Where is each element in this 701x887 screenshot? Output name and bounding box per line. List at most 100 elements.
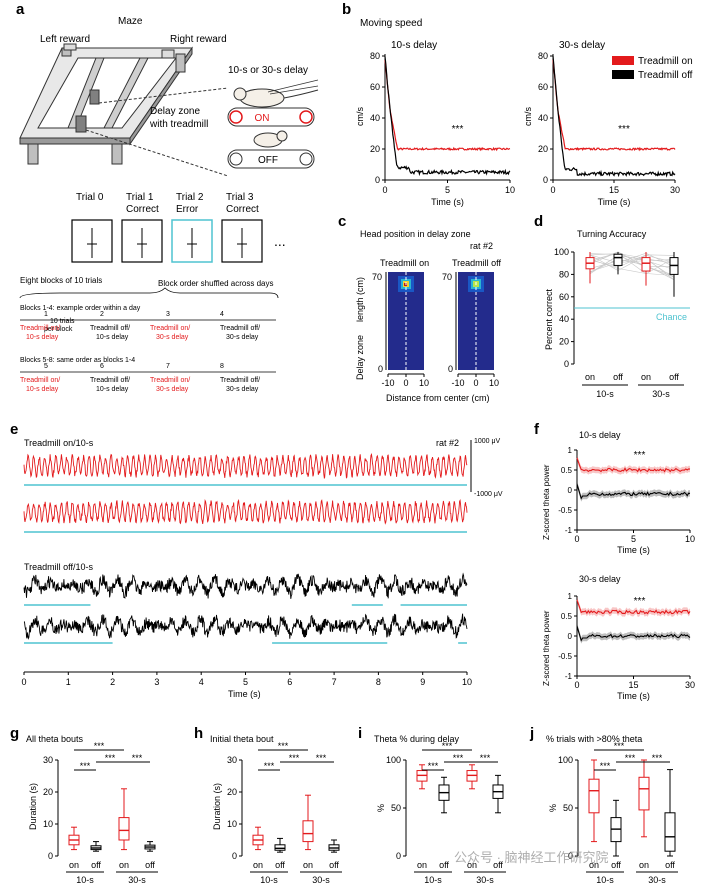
moving-speed-title: Moving speed (360, 18, 422, 29)
lfp-xtick-label: 7 (332, 677, 337, 687)
trial-ellipsis: ... (274, 233, 286, 249)
sig-stars: *** (453, 753, 464, 763)
speed-ytick-label: 80 (538, 51, 548, 61)
box-ytick-label: 0 (48, 851, 53, 861)
box-xtick-label: on (253, 860, 263, 870)
box-ytick-label: 50 (391, 803, 401, 813)
theta-line-off (576, 625, 691, 642)
box-xtick-label: off (329, 860, 339, 870)
accuracy-group-label: 30-s (652, 389, 670, 399)
block-condition-2: 30-s delay (156, 334, 189, 341)
accuracy-ytick-label: 20 (559, 337, 569, 347)
block-condition-2: 30-s delay (226, 386, 259, 393)
legend-on-label: Treadmill on (638, 56, 693, 67)
box-ytick-label: 0 (232, 851, 237, 861)
theta-chart-title: 30-s delay (579, 574, 621, 584)
speed-ytick-label: 40 (538, 113, 548, 123)
box-xtick-label: off (493, 860, 503, 870)
panel-label: g (10, 725, 19, 742)
heatmap-xtick-label: -10 (451, 378, 464, 388)
accuracy-xtick-label: on (585, 372, 595, 382)
maze-drawing (19, 43, 193, 165)
theta-xlabel: Time (s) (617, 545, 650, 555)
heatmap-xtick-label: 10 (419, 378, 429, 388)
delay-zone-label-2: with treadmill (149, 119, 208, 130)
box-body (588, 778, 600, 814)
sig-stars: *** (105, 753, 116, 763)
scale-bottom-label: -1000 μV (474, 491, 503, 498)
panel-a: a Maze Left reward Right reward 10-s or … (16, 1, 319, 393)
box-body (302, 820, 314, 843)
theta-xtick-label: 30 (685, 680, 695, 690)
right-reward-label: Right reward (170, 34, 227, 45)
subject-line (589, 253, 675, 262)
sig-stars: *** (94, 741, 105, 751)
subject-line (589, 258, 675, 276)
accuracy-ytick-label: 40 (559, 314, 569, 324)
panel-d-label: d (534, 213, 543, 230)
panel-c-rat: rat #2 (470, 241, 493, 251)
theta-ylabel: Z-scored theta power (542, 464, 551, 540)
theta-xtick-label: 10 (685, 534, 695, 544)
panel-label: i (358, 725, 362, 742)
subject-line (589, 251, 675, 276)
box-ylabel: % (376, 804, 386, 812)
speed-ytick-label: 0 (543, 175, 548, 185)
theta-band-off (577, 480, 690, 502)
sig-stars: *** (480, 753, 491, 763)
panel-f-label: f (534, 421, 540, 438)
lfp-xtick-label: 10 (462, 677, 472, 687)
lfp-off-title: Treadmill off/10-s (24, 562, 94, 572)
box-ytick-label: 30 (227, 755, 237, 765)
accuracy-ytick-label: 0 (564, 359, 569, 369)
rat-off-treadmill-icon (227, 130, 315, 169)
shuffle-note: Block order shuffled across days (158, 279, 273, 288)
trial-result: Correct (126, 204, 159, 215)
block-condition-2: 30-s delay (156, 386, 189, 393)
box-ytick-label: 100 (386, 755, 401, 765)
treadmill-off-label: OFF (258, 155, 278, 166)
accuracy-ytick-label: 60 (559, 292, 569, 302)
lfp-xtick-label: 1 (66, 677, 71, 687)
trial-box (71, 219, 113, 263)
block-condition-1: Treadmill on/ (20, 325, 60, 332)
theta-band-off (577, 622, 690, 644)
scale-top-label: 1000 μV (474, 438, 501, 445)
left-reward-label: Left reward (40, 34, 90, 45)
zoom-line-top (98, 87, 229, 104)
box-ytick-label: 100 (558, 755, 573, 765)
trials-per-block-1: 10 trials (50, 318, 75, 325)
theta-line-off (576, 483, 691, 500)
accuracy-group-label: 10-s (596, 389, 614, 399)
box-ytick-label: 30 (43, 755, 53, 765)
panel-a-label: a (16, 1, 25, 18)
box-chart-title: Initial theta bout (210, 734, 274, 744)
block-number: 6 (100, 363, 104, 370)
box-xtick-label: on (69, 860, 79, 870)
sig-stars: *** (652, 753, 663, 763)
panel-label: h (194, 725, 203, 742)
box-body (274, 844, 286, 851)
block-number: 3 (166, 311, 170, 318)
box-group-label: 10-s (76, 875, 94, 885)
speed-xlabel: Time (s) (431, 197, 464, 207)
heatmap-off-title: Treadmill off (452, 258, 502, 268)
trial-name: Trial 3 (226, 192, 254, 203)
speed-ytick-label: 20 (538, 144, 548, 154)
accuracy-box (613, 253, 623, 266)
panel-e: e Treadmill on/10-s rat #2 1000 μV -1000… (10, 421, 503, 699)
speed-xtick-label: 30 (670, 185, 680, 195)
box-xtick-label: off (665, 860, 675, 870)
box-ytick-label: 0 (396, 851, 401, 861)
accuracy-xtick-label: off (613, 372, 623, 382)
box-ytick-label: 0 (568, 851, 573, 861)
block-condition-1: Treadmill off/ (90, 325, 130, 332)
panel-b-label: b (342, 1, 351, 18)
trial-box (221, 219, 263, 263)
heatmap-on-title: Treadmill on (380, 258, 429, 268)
box-chart-title: All theta bouts (26, 734, 84, 744)
sig-stars: *** (600, 761, 611, 771)
heatmap-ytick-0: 0 (448, 364, 453, 374)
maze-title: Maze (118, 16, 143, 27)
